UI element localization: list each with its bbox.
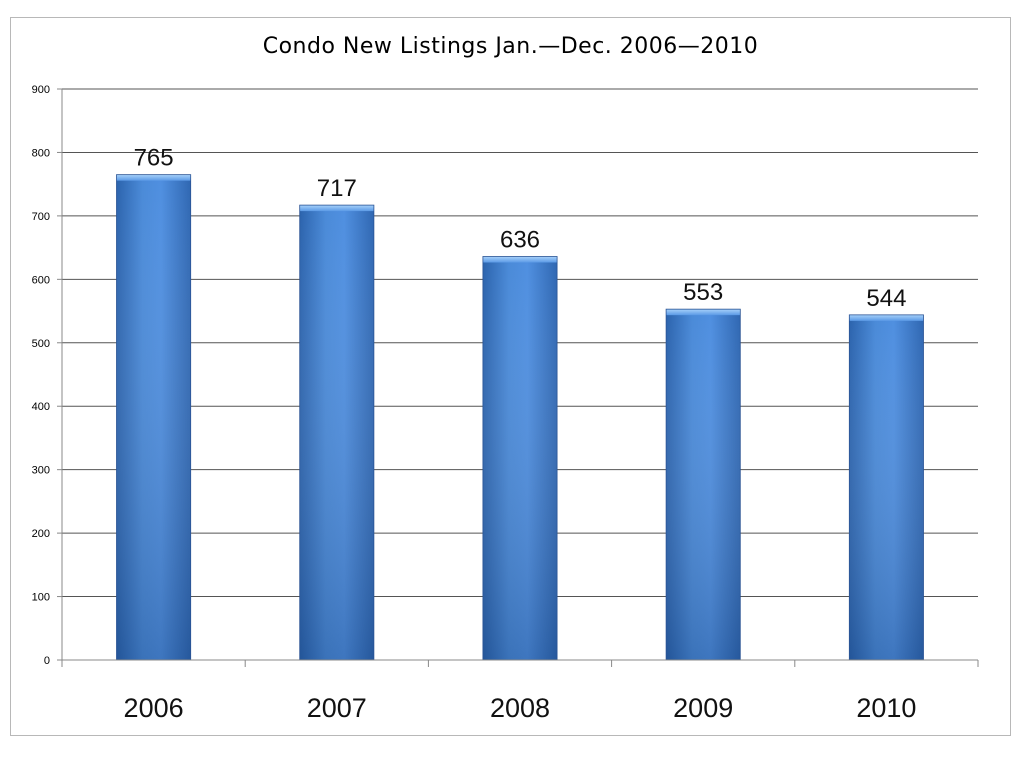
x-tick-label: 2007	[307, 693, 367, 723]
y-tick-label: 100	[32, 592, 50, 604]
data-label: 636	[500, 226, 540, 253]
y-tick-label: 0	[44, 655, 50, 667]
bar-top	[666, 309, 741, 316]
bar-shade	[666, 309, 741, 660]
bar-top	[482, 256, 558, 263]
x-tick-label: 2009	[673, 693, 733, 723]
bar-shade	[299, 205, 374, 660]
y-tick-label: 900	[32, 84, 50, 96]
x-tick-label: 2008	[490, 693, 550, 723]
y-tick-label: 600	[32, 274, 50, 286]
y-tick-label: 300	[32, 465, 50, 477]
data-label: 717	[317, 175, 357, 202]
bar-top	[116, 174, 191, 181]
x-tick-label: 2006	[124, 693, 184, 723]
bar-shade	[116, 174, 191, 660]
bar-shade	[482, 256, 558, 660]
bar-top	[299, 205, 374, 212]
data-label: 553	[683, 279, 723, 306]
chart-title: Condo New Listings Jan.—Dec. 2006—2010	[262, 34, 759, 59]
bar-top	[849, 314, 924, 321]
y-tick-label: 400	[32, 401, 50, 413]
y-tick-label: 500	[32, 338, 50, 350]
axes	[57, 88, 979, 667]
labels: 0 100 200 300 400 500 600 700 800 900 765 2006 717 20…	[32, 84, 917, 723]
y-tick-label: 800	[32, 147, 50, 159]
data-label: 765	[134, 145, 174, 172]
bar-shade	[849, 314, 924, 660]
bars	[116, 174, 924, 661]
y-tick-label: 200	[32, 528, 50, 540]
data-label: 544	[866, 285, 906, 312]
y-tick-label: 700	[32, 211, 50, 223]
x-tick-label: 2010	[856, 693, 916, 723]
